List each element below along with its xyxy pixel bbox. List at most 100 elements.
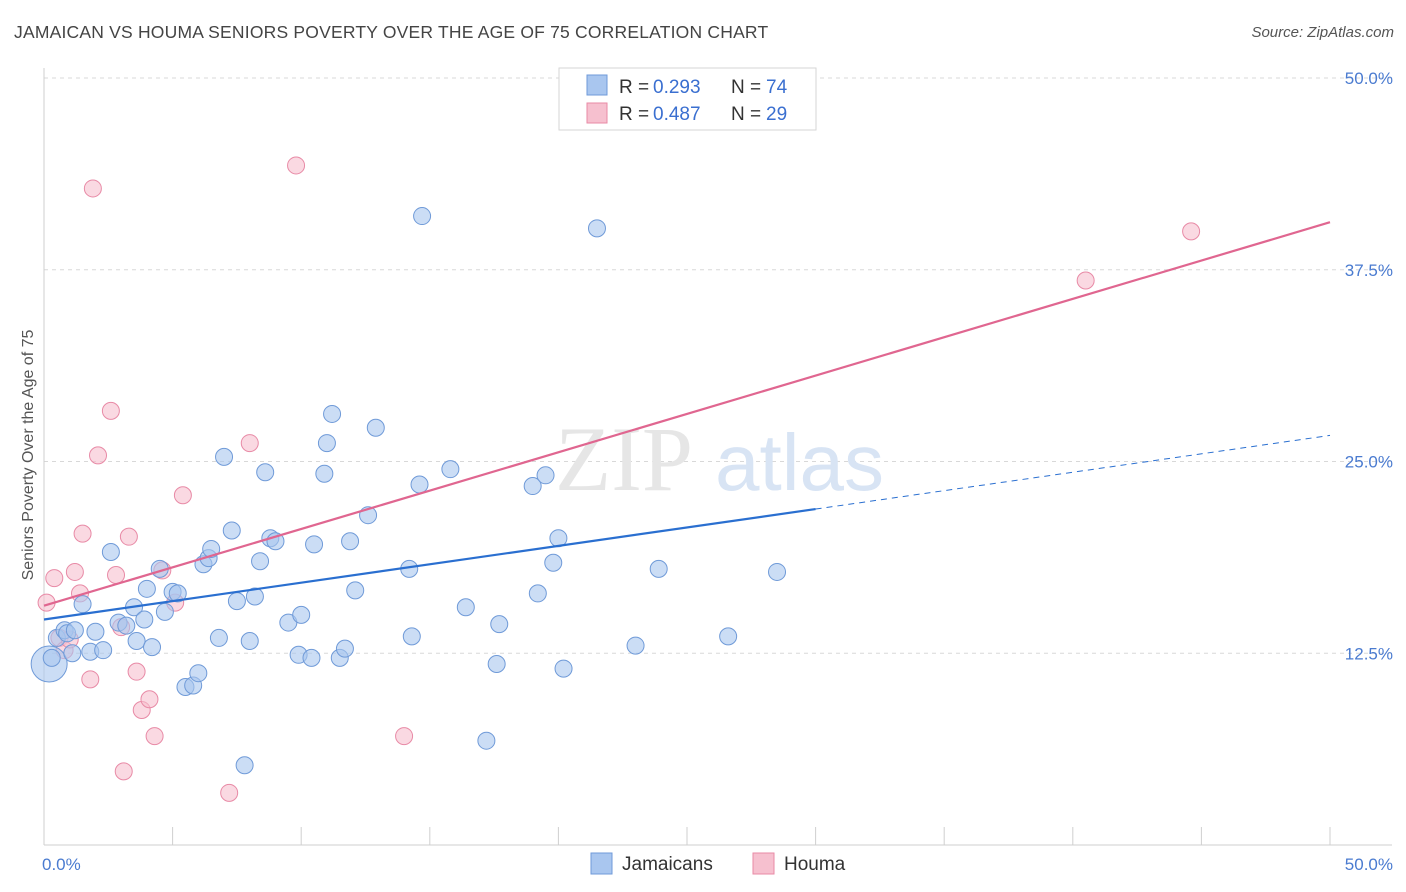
axes-layer — [43, 68, 1392, 846]
jamaicans-point — [626, 636, 645, 655]
jamaicans-point — [209, 628, 228, 647]
jamaicans-point — [42, 648, 61, 667]
jamaicans-point — [292, 605, 311, 624]
houma-points — [37, 156, 1201, 802]
jamaicans-point — [587, 219, 606, 238]
stats-legend-n-value-pink: 29 — [766, 104, 787, 125]
jamaicans-point — [302, 648, 321, 667]
series-legend: Jamaicans Houma — [590, 852, 846, 875]
houma-point — [101, 401, 120, 420]
jamaicans-point — [155, 602, 174, 621]
jamaicans-point — [135, 610, 154, 629]
jamaicans-point — [86, 622, 105, 641]
jamaicans-point — [227, 592, 246, 611]
jamaicans-point — [413, 207, 432, 226]
jamaicans-point — [94, 641, 113, 660]
jamaicans-point — [202, 539, 221, 558]
houma-point — [1076, 271, 1095, 290]
jamaicans-point — [366, 418, 385, 437]
jamaicans-point — [65, 621, 84, 640]
chart-title: JAMAICAN VS HOUMA SENIORS POVERTY OVER T… — [14, 22, 769, 42]
jamaicans-point — [554, 659, 573, 678]
jamaicans-point — [117, 616, 136, 635]
jamaicans-point — [341, 532, 360, 551]
houma-point — [287, 156, 306, 175]
jamaicans-point — [143, 638, 162, 657]
y-axis-label: Seniors Poverty Over the Age of 75 — [20, 330, 37, 581]
houma-point — [140, 690, 159, 709]
jamaicans-point — [256, 463, 275, 482]
houma-point — [220, 783, 239, 802]
houma-trendline — [43, 221, 1331, 607]
houma-point — [127, 662, 146, 681]
houma-point — [73, 524, 92, 543]
houma-point — [107, 566, 126, 585]
houma-point — [119, 527, 138, 546]
jamaicans-point — [441, 460, 460, 479]
jamaicans-point — [235, 756, 254, 775]
jamaicans-point — [305, 535, 324, 554]
y-tick-label: 25.0% — [1345, 453, 1393, 472]
houma-point — [145, 727, 164, 746]
jamaicans-point — [768, 562, 787, 581]
chart-source: Source: ZipAtlas.com — [1251, 24, 1394, 41]
watermark-atlas: atlas — [715, 418, 884, 507]
y-tick-label: 12.5% — [1345, 644, 1393, 663]
stats-legend-n-value-blue: 74 — [766, 77, 788, 98]
jamaicans-point — [490, 615, 509, 634]
stats-legend-swatch-pink — [586, 102, 608, 124]
y-tick-label: 50.0% — [1345, 69, 1393, 88]
jamaicans-point — [523, 477, 542, 496]
jamaicans-points — [30, 207, 787, 775]
jamaicans-point — [649, 559, 668, 578]
jamaicans-point — [215, 447, 234, 466]
jamaicans-point — [719, 627, 738, 646]
jamaicans-point — [245, 587, 264, 606]
stats-legend-r-value-pink: 0.487 — [653, 104, 701, 125]
jamaicans-point — [317, 434, 336, 453]
houma-point — [1182, 222, 1201, 241]
stats-legend-r-label-blue: R = — [619, 77, 649, 98]
jamaicans-point — [240, 631, 259, 650]
jamaicans-point — [315, 464, 334, 483]
jamaicans-point — [63, 644, 82, 663]
jamaicans-point — [101, 543, 120, 562]
grid-layer — [44, 77, 1392, 654]
jamaicans-point — [410, 475, 429, 494]
jamaicans-point — [127, 631, 146, 650]
x-tick-label: 0.0% — [42, 855, 81, 874]
stats-legend: R = 0.293 N = 74 R = 0.487 N = 29 — [558, 67, 817, 131]
jamaicans-point — [544, 553, 563, 572]
houma-point — [45, 569, 64, 588]
jamaicans-point — [487, 654, 506, 673]
houma-point — [81, 670, 100, 689]
houma-point — [395, 727, 414, 746]
jamaicans-point — [528, 584, 547, 603]
series-legend-label-houma[interactable]: Houma — [784, 854, 846, 875]
jamaicans-point — [168, 584, 187, 603]
jamaicans-trendline-extension — [815, 434, 1331, 510]
y-tick-label: 37.5% — [1345, 261, 1393, 280]
jamaicans-point — [477, 731, 496, 750]
jamaicans-point — [335, 639, 354, 658]
jamaicans-trendline — [43, 507, 816, 621]
stats-legend-r-label-pink: R = — [619, 104, 649, 125]
series-legend-swatch-jamaicans[interactable] — [590, 852, 613, 875]
jamaicans-point — [456, 598, 475, 617]
jamaicans-point — [402, 627, 421, 646]
watermark-zip: ZIP — [555, 408, 693, 510]
jamaicans-point — [189, 664, 208, 683]
series-legend-swatch-houma[interactable] — [752, 852, 775, 875]
houma-point — [240, 434, 259, 453]
houma-point — [173, 486, 192, 505]
jamaicans-point — [323, 404, 342, 423]
series-legend-label-jamaicans[interactable]: Jamaicans — [622, 854, 713, 875]
jamaicans-point — [73, 595, 92, 614]
trend-layer — [43, 221, 1331, 621]
jamaicans-point — [251, 552, 270, 571]
x-tick-label: 50.0% — [1345, 855, 1393, 874]
stats-legend-n-label-pink: N = — [731, 104, 761, 125]
jamaicans-point — [222, 521, 241, 540]
stats-legend-n-label-blue: N = — [731, 77, 761, 98]
